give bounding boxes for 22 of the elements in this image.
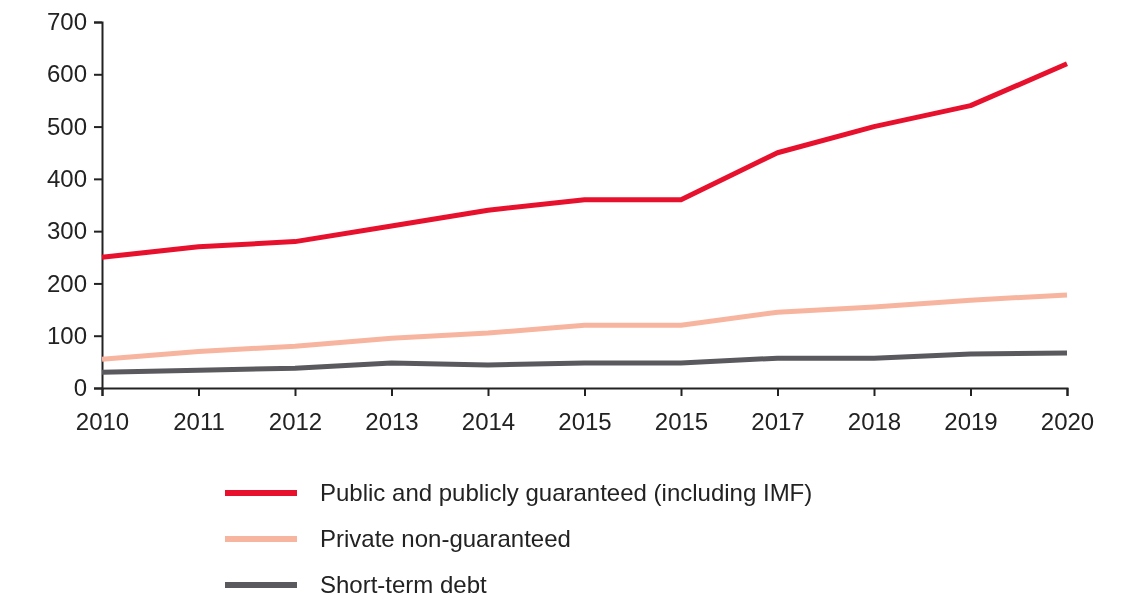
x-tick-label: 2018 (847, 408, 902, 436)
y-tick-label: 600 (46, 60, 87, 88)
y-tick-label: 100 (46, 321, 87, 349)
y-tick-label: 700 (46, 8, 87, 36)
x-tick-label: 2010 (75, 408, 130, 436)
y-tick-label: 400 (46, 165, 87, 193)
x-tick-label: 2013 (365, 408, 419, 436)
x-tick-label: 2017 (751, 408, 805, 436)
y-tick-label: 200 (46, 269, 87, 297)
y-tick-label: 0 (73, 374, 87, 402)
legend-label: Short-term debt (320, 571, 488, 598)
legend-label: Public and publicly guaranteed (including IMF) (320, 479, 813, 507)
x-tick-label: 2020 (1040, 408, 1095, 436)
y-tick-label: 300 (46, 217, 87, 245)
x-tick-label: 2011 (173, 408, 225, 436)
x-tick-label: 2019 (944, 408, 998, 436)
y-tick-label: 500 (46, 112, 87, 140)
x-tick-label: 2012 (268, 408, 323, 436)
x-tick-label: 2015 (654, 408, 709, 436)
legend-label: Private non-guaranteed (320, 525, 571, 553)
x-tick-label: 2014 (461, 408, 516, 436)
x-tick-label: 2015 (558, 408, 612, 436)
